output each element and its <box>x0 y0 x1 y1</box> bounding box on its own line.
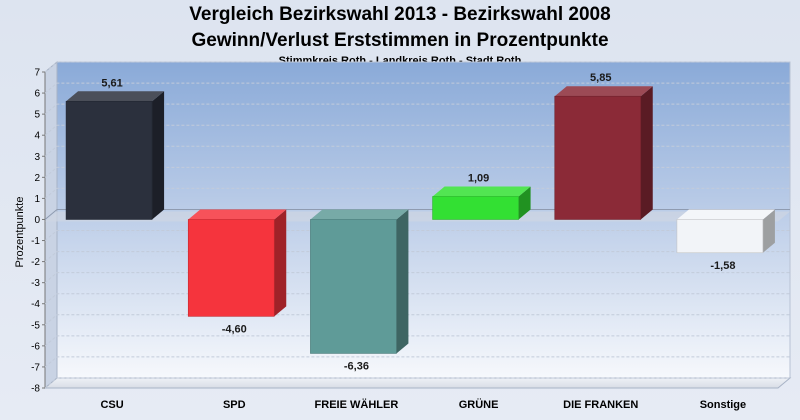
x-tick-label: Sonstige <box>700 399 746 411</box>
grid-line <box>44 272 790 284</box>
x-tick-label: SPD <box>223 399 246 411</box>
y-tick-label: 1 <box>34 194 40 205</box>
y-tick-label: -5 <box>31 320 40 331</box>
grid-line <box>44 82 790 94</box>
y-tick-label: 7 <box>34 68 40 79</box>
x-tick-label: FREIE WÄHLER <box>315 398 399 411</box>
bar-freie-w-hler <box>310 209 409 354</box>
data-label: 5,61 <box>101 77 122 89</box>
x-tick-label: DIE FRANKEN <box>563 399 638 411</box>
y-tick-label: -8 <box>31 384 40 395</box>
bar-gr-ne <box>432 186 531 220</box>
grid-line <box>44 356 790 368</box>
bar-top <box>188 209 287 220</box>
bar-top <box>310 209 409 220</box>
y-axis-ticks: -8 -7 -6 -5 -4 -3 -2 -1 0 1 2 3 4 5 6 7 <box>31 68 45 395</box>
bar-front <box>187 219 275 317</box>
bar-csu <box>65 91 165 220</box>
bar-front <box>432 196 519 220</box>
y-tick-label: -2 <box>31 257 40 268</box>
y-tick-label: 6 <box>34 89 40 100</box>
grid-line <box>44 61 790 73</box>
data-label: -4,60 <box>222 323 247 335</box>
grid-line <box>44 251 790 262</box>
y-tick-label: -3 <box>31 278 40 289</box>
x-tick-label: GRÜNE <box>459 398 499 411</box>
bar-sonstige <box>676 209 775 254</box>
grid-line <box>44 103 790 115</box>
plot-floor <box>43 377 792 389</box>
bar-top <box>676 209 775 220</box>
y-tick-label: 3 <box>34 152 40 163</box>
data-label: -1,58 <box>710 260 735 272</box>
bar-die-franken <box>554 86 653 220</box>
x-axis-labels: CSU SPD FREIE WÄHLER GRÜNE DIE FRANKEN Sonsti… <box>100 398 746 411</box>
bar-spd <box>187 209 287 317</box>
bar-side <box>274 209 287 317</box>
grid-line <box>44 166 790 178</box>
bar-side <box>152 91 165 220</box>
data-label: 5,85 <box>590 72 611 84</box>
bar-side <box>518 186 531 220</box>
grid-line <box>44 124 790 136</box>
y-tick-label: 2 <box>34 173 40 184</box>
data-label: 1,09 <box>468 173 489 185</box>
bar-top <box>554 86 653 97</box>
bar-top <box>432 186 531 197</box>
grid-line <box>44 145 790 157</box>
plot-side-wall <box>44 60 58 390</box>
bar-side <box>762 209 775 253</box>
y-tick-label: 4 <box>34 131 40 142</box>
grid-line <box>44 314 790 326</box>
data-label: -6,36 <box>344 360 369 372</box>
x-tick-label: CSU <box>100 399 123 411</box>
bar-top <box>66 91 165 102</box>
y-tick-label: -1 <box>31 236 40 247</box>
chart-subtitle: Gewinn/Verlust Erststimmen in Prozentpun… <box>191 30 609 51</box>
bar-side <box>640 86 653 220</box>
bars: 5,61 -4,60 -6,36 1,09 5,85 -1,58 <box>65 72 775 372</box>
grid-line <box>44 377 790 389</box>
y-tick-label: -6 <box>31 341 40 352</box>
bar-front <box>676 219 764 254</box>
grid-line <box>44 230 790 241</box>
grid-line <box>44 208 790 220</box>
bar-front <box>65 100 153 220</box>
bar-front <box>554 95 642 220</box>
grid-line <box>44 335 790 347</box>
grid-line <box>44 293 790 305</box>
y-tick-label: 0 <box>34 215 40 226</box>
grid-line <box>44 187 790 199</box>
bar-front <box>310 219 397 354</box>
y-tick-label: -7 <box>31 362 40 373</box>
y-axis-label: Prozentpunkte <box>14 197 26 268</box>
y-tick-label: 5 <box>34 110 40 121</box>
y-tick-label: -4 <box>31 299 40 310</box>
chart-title: Vergleich Bezirkswahl 2013 - Bezirkswahl… <box>189 4 611 25</box>
bar-side <box>396 209 409 354</box>
